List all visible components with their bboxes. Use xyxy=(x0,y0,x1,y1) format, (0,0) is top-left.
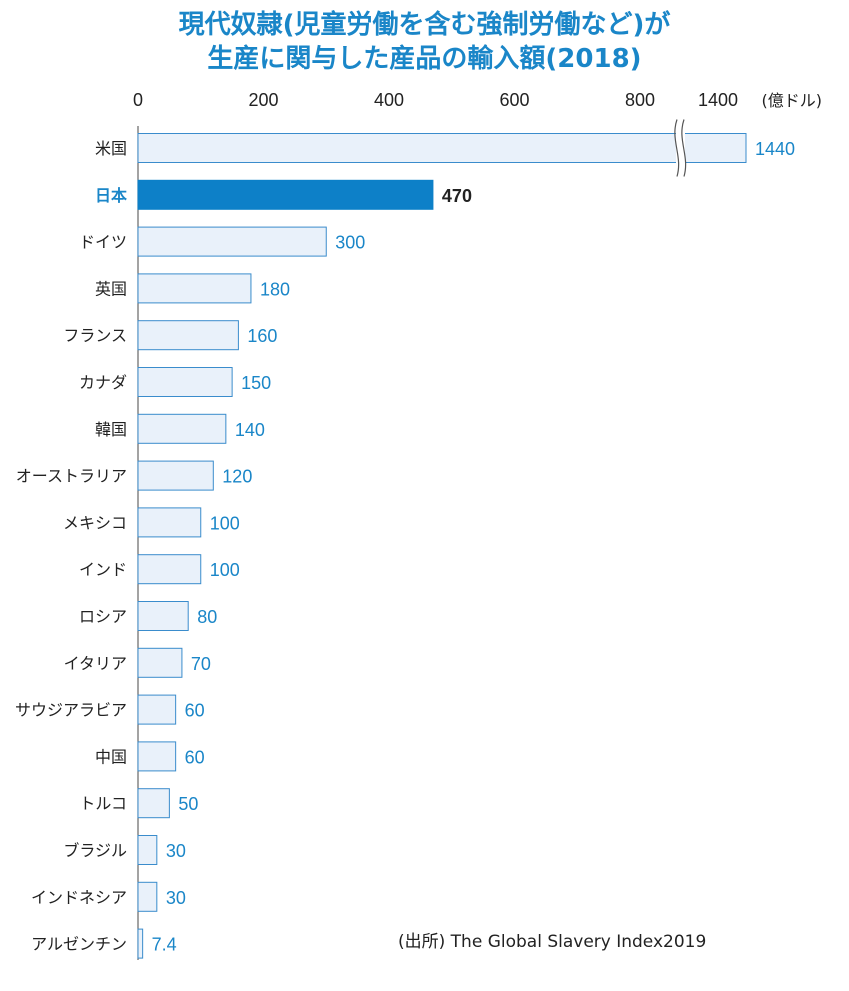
category-label: アルゼンチン xyxy=(31,935,127,954)
value-label: 150 xyxy=(241,373,271,393)
category-label: イタリア xyxy=(64,654,127,673)
bar-6 xyxy=(137,367,233,397)
value-label: 300 xyxy=(335,233,365,253)
unit-label: (億ドル) xyxy=(762,91,823,110)
value-label: 50 xyxy=(178,794,198,814)
category-label: インドネシア xyxy=(31,888,127,907)
bar-11 xyxy=(137,601,189,631)
chart-title-line2: 生産に関与した産品の輸入額(2018) xyxy=(207,44,642,74)
axis-break-mark xyxy=(681,119,687,177)
x-tick-label: 1400 xyxy=(698,90,738,110)
bar-12 xyxy=(137,647,183,678)
category-label: メキシコ xyxy=(63,513,127,532)
bar-4 xyxy=(137,273,252,304)
bar-13 xyxy=(137,694,177,725)
x-tick-label: 400 xyxy=(374,90,404,110)
axis-break-mark xyxy=(674,119,680,177)
category-label: オーストラリア xyxy=(16,467,127,486)
value-label: 180 xyxy=(260,279,290,299)
value-label: 30 xyxy=(166,888,186,908)
value-label: 160 xyxy=(247,326,277,346)
bar-14 xyxy=(137,741,177,772)
category-label: ブラジル xyxy=(63,841,127,860)
bar-18 xyxy=(137,928,144,959)
category-label: 中国 xyxy=(95,747,127,766)
chart-title: 現代奴隷(児童労働を含む強制労働など)が 生産に関与した産品の輸入額(2018) xyxy=(0,8,849,76)
value-label: 30 xyxy=(166,841,186,861)
bar-9 xyxy=(137,507,202,538)
value-label: 60 xyxy=(185,747,205,767)
category-label: ロシア xyxy=(79,607,127,626)
bar-7 xyxy=(137,413,227,444)
value-label: 70 xyxy=(191,654,211,674)
value-label: 1440 xyxy=(755,139,795,159)
x-tick-label: 600 xyxy=(499,90,529,110)
chart-title-line1: 現代奴隷(児童労働を含む強制労働など)が xyxy=(178,10,671,40)
category-label: 韓国 xyxy=(95,420,127,439)
value-label: 7.4 xyxy=(152,935,177,955)
category-label: インド xyxy=(79,560,127,579)
value-label: 60 xyxy=(185,701,205,721)
value-label: 100 xyxy=(210,560,240,580)
bar-2 xyxy=(137,179,434,210)
category-label: サウジアラビア xyxy=(15,701,127,720)
bar-15 xyxy=(137,788,170,819)
bar-16 xyxy=(137,835,158,865)
axis-break-gap xyxy=(676,119,685,177)
bar-10 xyxy=(137,554,202,585)
value-label: 120 xyxy=(222,467,252,487)
bar-1 xyxy=(137,133,747,163)
bar-8 xyxy=(137,460,214,491)
category-label: カナダ xyxy=(79,373,127,392)
category-label: 米国 xyxy=(95,139,127,158)
bar-17 xyxy=(137,881,158,912)
value-label: 80 xyxy=(197,607,217,627)
category-label: 日本 xyxy=(95,186,127,205)
x-tick-label: 800 xyxy=(625,90,655,110)
x-tick-label: 0 xyxy=(133,90,143,110)
value-label: 140 xyxy=(235,420,265,440)
category-label: フランス xyxy=(63,326,127,345)
x-tick-label: 200 xyxy=(248,90,278,110)
bar-5 xyxy=(137,320,239,351)
value-label: 100 xyxy=(210,513,240,533)
category-label: ドイツ xyxy=(79,233,127,252)
value-label: 470 xyxy=(442,186,472,206)
category-label: 英国 xyxy=(95,279,127,298)
source-note: (出所) The Global Slavery Index2019 xyxy=(398,932,706,952)
category-label: トルコ xyxy=(79,794,127,813)
bar-3 xyxy=(137,226,327,257)
